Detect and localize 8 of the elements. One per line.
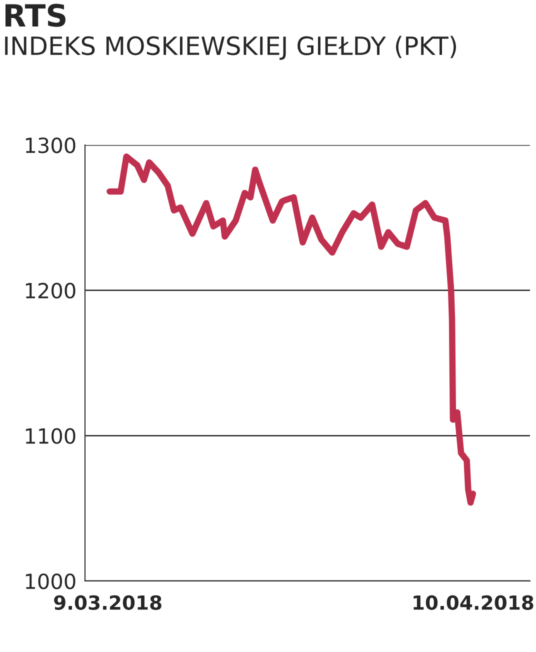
x-tick-label: 9.03.2018 xyxy=(54,595,162,610)
y-tick-label: 1200 xyxy=(26,282,76,299)
chart-title: RTS xyxy=(5,4,66,27)
y-tick-label: 1100 xyxy=(26,428,76,444)
y-tick-label: 1000 xyxy=(26,573,76,590)
x-tick-label: 10.04.2018 xyxy=(414,595,534,610)
y-tick-label: 1300 xyxy=(26,137,76,154)
chart-subtitle: INDEKS MOSKIEWSKIEJ GIEŁDY (PKT) xyxy=(5,36,456,60)
